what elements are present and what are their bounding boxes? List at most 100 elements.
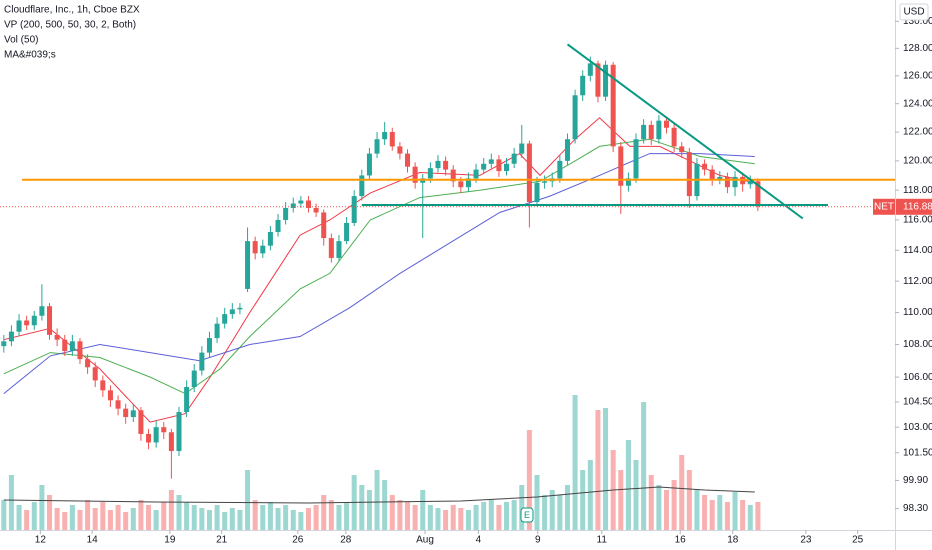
volume-bar xyxy=(511,500,517,530)
y-tick-label: 101.50 xyxy=(903,447,932,458)
volume-bar xyxy=(359,485,365,530)
candle-body xyxy=(298,200,304,204)
candle-body xyxy=(336,241,342,258)
x-tick-label: 16 xyxy=(675,535,687,546)
y-tick-label: 114.00 xyxy=(903,245,932,256)
volume-bar xyxy=(420,490,426,530)
candle-body xyxy=(214,323,220,339)
candle-body xyxy=(351,196,357,223)
candle-body xyxy=(199,352,205,371)
candle-body xyxy=(610,64,616,147)
x-tick-label: 14 xyxy=(87,535,99,546)
volume-bar xyxy=(161,502,167,530)
volume-bar xyxy=(481,502,487,530)
volume-bar xyxy=(412,505,418,530)
candle-body xyxy=(191,370,197,388)
candle-body xyxy=(176,412,182,452)
volume-bar xyxy=(397,500,403,530)
candle-body xyxy=(100,380,106,391)
volume-bar xyxy=(229,508,235,530)
x-tick-label: 18 xyxy=(727,535,739,546)
y-tick-label: 108.00 xyxy=(903,339,932,350)
volume-bar xyxy=(138,500,144,530)
volume-bar xyxy=(69,505,75,530)
volume-bar xyxy=(85,500,91,530)
x-tick-label: 21 xyxy=(216,535,228,546)
volume-bar xyxy=(389,495,395,530)
candle-body xyxy=(168,432,174,452)
candle-body xyxy=(374,139,380,154)
candle-body xyxy=(496,159,502,172)
candle-body xyxy=(481,163,487,170)
candle-body xyxy=(31,315,37,326)
volume-bar xyxy=(39,485,45,530)
candle-body xyxy=(16,320,22,332)
volume-bar xyxy=(62,512,68,530)
volume-bar xyxy=(641,402,647,530)
volume-bar xyxy=(191,505,197,530)
candle-body xyxy=(92,367,98,381)
volume-bar xyxy=(679,455,685,530)
candle-body xyxy=(435,160,441,169)
candle-body xyxy=(237,307,243,310)
candle-body xyxy=(557,160,563,179)
candle-body xyxy=(412,166,418,183)
volume-bar xyxy=(549,490,555,530)
volume-bar xyxy=(275,508,281,530)
currency-box[interactable] xyxy=(899,3,929,21)
volume-bar xyxy=(443,510,449,530)
volume-bar xyxy=(732,492,738,530)
candle-body xyxy=(572,95,578,140)
volume-bar xyxy=(671,480,677,530)
volume-bar xyxy=(92,508,98,530)
volume-bar xyxy=(473,505,479,530)
volume-bar xyxy=(755,502,761,530)
volume-bar xyxy=(542,495,548,530)
candle-body xyxy=(115,400,121,409)
moving-average-line xyxy=(3,153,755,394)
earnings-icon[interactable]: E xyxy=(520,507,534,523)
y-tick-label: 130.00 xyxy=(903,16,932,27)
svg-text:E: E xyxy=(524,510,530,520)
x-tick-label: 23 xyxy=(800,535,812,546)
volume-bar xyxy=(404,502,411,530)
volume-bar xyxy=(382,480,388,530)
chart-title: Cloudflare, Inc., 1h, Cboe BZX xyxy=(4,5,140,16)
candle-body xyxy=(1,341,7,347)
x-tick-label: 9 xyxy=(535,535,541,546)
candle-body xyxy=(519,143,525,154)
volume-bar xyxy=(656,485,662,530)
volume-bar xyxy=(496,505,502,530)
volume-bar xyxy=(77,510,83,530)
x-tick-label: 28 xyxy=(340,535,352,546)
drawing-line xyxy=(566,43,804,220)
candle-body xyxy=(679,146,685,153)
candle-body xyxy=(603,64,609,97)
volume-bar xyxy=(603,408,609,530)
volume-bar xyxy=(633,460,639,530)
candle-body xyxy=(404,153,411,167)
candle-body xyxy=(107,390,113,401)
volume-bar xyxy=(328,500,334,530)
candle-body xyxy=(747,181,753,185)
y-tick-label: 110.00 xyxy=(903,307,932,318)
volume-bar xyxy=(1,500,7,530)
volume-bar xyxy=(283,505,289,530)
volume-bar xyxy=(313,505,319,530)
volume-bar xyxy=(694,490,700,530)
candle-body xyxy=(245,241,251,289)
volume-bar xyxy=(564,485,570,530)
y-tick-label: 106.00 xyxy=(903,372,932,383)
candle-body xyxy=(359,175,365,197)
volume-bar xyxy=(222,512,228,530)
volume-bar xyxy=(366,490,372,530)
candle-body xyxy=(283,207,289,220)
candle-body xyxy=(8,331,14,342)
candle-body xyxy=(24,320,30,326)
candle-body xyxy=(184,387,190,413)
volume-bar xyxy=(123,512,129,530)
y-tick-label: 118.00 xyxy=(903,185,932,196)
volume-bar xyxy=(534,475,540,530)
volume-bar xyxy=(488,500,494,530)
